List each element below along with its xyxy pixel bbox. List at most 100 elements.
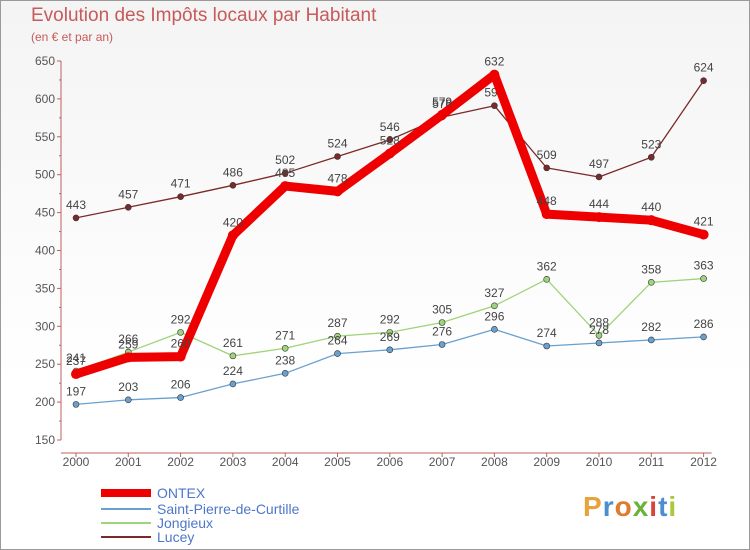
logo-letter: x — [632, 491, 650, 522]
data-point-saint-pierre-de-curtille — [700, 333, 707, 341]
y-tick-label: 350 — [35, 281, 55, 295]
data-point-lucey — [177, 193, 184, 200]
data-label-ontex: 440 — [641, 200, 661, 214]
chart-subtitle: (en € et par an) — [31, 30, 114, 44]
data-point-ontex — [123, 352, 134, 363]
data-point-jongieux — [595, 332, 603, 339]
data-label-saint-pierre-de-curtille: 224 — [223, 364, 243, 378]
data-label-saint-pierre-de-curtille: 197 — [66, 384, 86, 398]
data-point-ontex — [280, 181, 291, 192]
y-tick-label: 300 — [35, 319, 55, 333]
x-tick-label: 2009 — [533, 455, 560, 469]
data-label-saint-pierre-de-curtille: 274 — [537, 326, 557, 340]
data-label-ontex: 420 — [223, 215, 243, 229]
x-tick-label: 2005 — [324, 455, 351, 469]
logo-letter: i — [668, 491, 678, 522]
legend-item-saint-pierre-de-curtille[interactable]: Saint-Pierre-de-Curtille — [101, 502, 299, 516]
data-label-lucey: 524 — [327, 137, 347, 151]
data-point-ontex — [227, 230, 238, 241]
data-point-jongieux — [491, 302, 498, 310]
data-label-jongieux: 261 — [223, 336, 243, 350]
data-label-ontex: 260 — [171, 337, 191, 351]
data-label-ontex: 237 — [66, 354, 86, 368]
data-label-jongieux: 363 — [694, 259, 714, 273]
data-point-jongieux — [281, 344, 289, 352]
data-point-jongieux — [700, 275, 707, 282]
y-tick-label: 600 — [35, 92, 55, 106]
data-label-jongieux: 241 — [66, 351, 86, 365]
y-tick-label: 550 — [35, 130, 55, 144]
axes: 150 200 250 300 350 400 450 500 550 600 650 2000 200… — [35, 54, 717, 469]
data-label-jongieux: 358 — [641, 262, 661, 276]
data-point-ontex — [437, 109, 448, 120]
legend-item-jongieux[interactable]: Jongieux — [101, 516, 213, 530]
proxiti-logo: Proxiti — [583, 491, 677, 523]
data-point-jongieux — [229, 352, 237, 360]
data-label-saint-pierre-de-curtille: 238 — [275, 353, 295, 367]
data-point-saint-pierre-de-curtille — [334, 350, 341, 357]
data-point-ontex — [384, 148, 395, 159]
data-point-jongieux — [438, 319, 446, 326]
legend-label-jongieux: Jongieux — [157, 515, 214, 531]
data-label-lucey: 486 — [223, 165, 243, 179]
data-label-saint-pierre-de-curtille: 286 — [694, 317, 714, 331]
chart-title: Evolution des Impôts locaux par Habitant — [31, 5, 377, 26]
data-point-lucey — [125, 203, 132, 211]
data-point-ontex — [698, 229, 709, 240]
data-point-ontex — [71, 369, 81, 380]
data-label-saint-pierre-de-curtille: 278 — [589, 323, 609, 337]
data-label-lucey: 523 — [641, 137, 661, 151]
legend-swatch-jongieux — [101, 522, 151, 524]
x-tick-label: 2001 — [115, 455, 142, 469]
data-label-lucey: 546 — [380, 120, 400, 134]
data-label-ontex: 632 — [484, 55, 504, 69]
data-label-saint-pierre-de-curtille: 264 — [327, 334, 347, 348]
data-point-ontex — [175, 351, 186, 362]
data-point-lucey — [595, 173, 603, 181]
legend-label-lucey: Lucey — [157, 529, 195, 545]
data-point-saint-pierre-de-curtille — [491, 326, 498, 333]
data-point-saint-pierre-de-curtille — [647, 336, 655, 344]
data-point-lucey — [72, 214, 80, 222]
legend-swatch-ontex — [101, 489, 151, 497]
data-label-saint-pierre-de-curtille: 282 — [641, 320, 661, 334]
data-label-ontex: 478 — [327, 171, 347, 185]
x-tick-label: 2011 — [638, 455, 664, 469]
data-label-jongieux: 288 — [589, 315, 609, 329]
data-point-lucey — [386, 136, 394, 144]
data-label-lucey: 509 — [537, 148, 557, 162]
data-point-saint-pierre-de-curtille — [229, 380, 237, 388]
data-label-jongieux: 327 — [484, 286, 504, 300]
data-label-ontex: 259 — [118, 337, 138, 351]
y-tick-label: 200 — [35, 395, 55, 409]
data-label-lucey: 502 — [275, 153, 295, 167]
y-tick-label: 150 — [35, 433, 55, 447]
data-point-lucey — [647, 153, 655, 161]
x-tick-label: 2000 — [63, 455, 90, 469]
logo-letter: P — [583, 491, 603, 522]
data-label-saint-pierre-de-curtille: 206 — [171, 378, 191, 392]
data-point-saint-pierre-de-curtille — [438, 341, 446, 348]
data-label-jongieux: 287 — [327, 316, 347, 330]
data-label-lucey: 497 — [589, 157, 609, 171]
data-label-lucey: 471 — [171, 177, 191, 191]
logo-letter: t — [658, 491, 669, 522]
y-tick-label: 400 — [35, 244, 55, 258]
x-tick-label: 2008 — [481, 455, 508, 469]
data-label-ontex: 485 — [275, 166, 295, 180]
x-tick-label: 2002 — [167, 455, 194, 469]
legend-item-ontex[interactable]: ONTEX — [101, 486, 205, 500]
y-tick-label: 650 — [35, 54, 55, 68]
data-label-saint-pierre-de-curtille: 296 — [484, 309, 504, 323]
data-label-lucey: 443 — [66, 198, 86, 212]
legend-item-lucey[interactable]: Lucey — [101, 530, 194, 544]
data-label-jongieux: 362 — [537, 259, 557, 273]
legend-swatch-lucey — [101, 536, 151, 538]
y-tick-label: 500 — [35, 168, 55, 182]
data-point-saint-pierre-de-curtille — [177, 394, 184, 401]
data-label-saint-pierre-de-curtille: 203 — [118, 380, 138, 394]
data-point-saint-pierre-de-curtille — [125, 396, 132, 404]
x-tick-label: 2004 — [272, 455, 299, 469]
